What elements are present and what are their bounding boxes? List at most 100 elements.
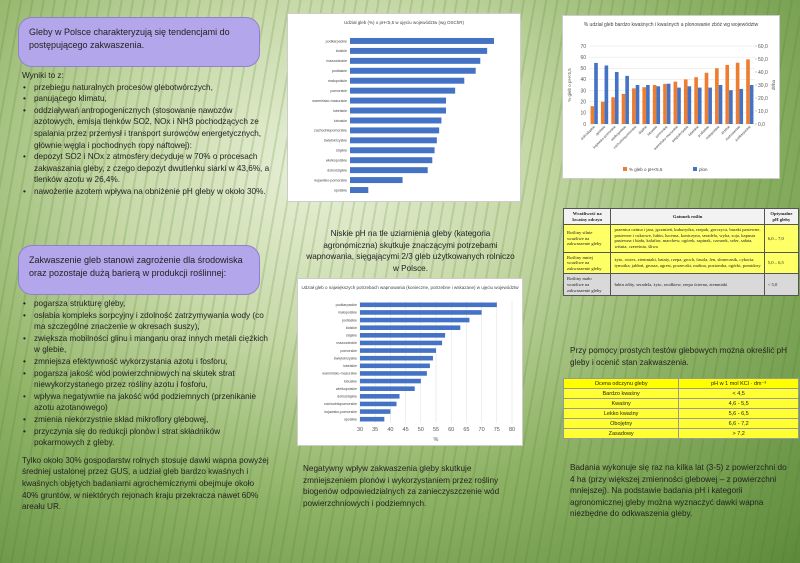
bar (600, 101, 605, 124)
header-row: Wrażliwość na kwaśny odczyn Gatunek rośli… (562, 207, 800, 226)
bar (350, 167, 428, 174)
bar (360, 394, 400, 399)
bullet: przebiegu naturalnych procesów glebotwór… (23, 82, 272, 94)
y-tick-label: małopolskie (328, 79, 347, 83)
chart: Udział gleb (%) o pH<5,5 w ujęciu wojewó… (287, 13, 521, 202)
bullet: depozyt SO2 i NOx z atmosfery decyduje w… (23, 151, 272, 186)
bullet: pogarsza jakość wód powierzchniowych na … (23, 368, 272, 391)
cell: < 4,5 (678, 388, 799, 399)
bar (614, 72, 619, 124)
cell: > 7,2 (678, 428, 799, 439)
bar (746, 59, 750, 124)
legend-swatch (623, 167, 627, 171)
y-tick-label: wielkopolskie (326, 159, 347, 163)
text: Przy pomocy prostych testów glebowych mo… (570, 346, 788, 367)
y-tick-label: łódzkie (336, 49, 347, 53)
bar (663, 83, 667, 124)
row: Rośliny mało wrażliwe na zakwaszenie gle… (562, 273, 800, 297)
row: Rośliny mniej wrażliwe na zakwaszenie gl… (562, 251, 800, 275)
legend-swatch (693, 167, 697, 171)
cell: Lekko kwaśny (562, 408, 680, 419)
bar (642, 87, 647, 124)
bar (735, 62, 740, 124)
bar (632, 88, 636, 124)
bar (725, 64, 730, 124)
row: Obojętny 6,6 - 7,2 (562, 418, 799, 429)
y2-axis-label: dt/ha (771, 80, 776, 91)
cell: Bardzo kwaśny (562, 388, 680, 399)
y-axis-label: % gleb o pH<5,5 (567, 68, 572, 102)
y-tick-label: kujawsko-pomorskie (324, 410, 357, 414)
table: Ocena odczynu gleby pH w 1 mol KCl · dm⁻³… (562, 378, 799, 439)
chart-title: % udział gleb bardzo kwaśnych i kwaśnych… (584, 22, 759, 28)
y-tick-label: 70 (580, 44, 586, 50)
bar (350, 157, 433, 164)
bar (350, 77, 465, 84)
x-tick-label: 40 (387, 427, 393, 433)
y-tick-label: dolnośląskie (327, 168, 347, 172)
y-tick-label: dolnośląskie (337, 395, 357, 399)
x-axis-label: % (434, 437, 439, 443)
y-tick-label: śląskie (336, 149, 347, 153)
cell: żyto, owies, ziemniaki, bataty, rzepa, g… (610, 251, 765, 275)
y-tick-label: 20 (580, 100, 586, 106)
y-tick-label: mazowieckie (336, 341, 357, 345)
cell: Rośliny mniej wrażliwe na zakwaszenie gl… (562, 251, 612, 275)
cell: pszenica ozima i jara, jęczmień, kukuryd… (610, 224, 765, 253)
x-tick-label: 65 (463, 427, 469, 433)
bullet: wpływa negatywnie na jakość wód podziemn… (23, 391, 272, 414)
row: Lekko kwaśny 5,6 - 6,5 (562, 408, 799, 419)
bar (360, 401, 397, 407)
bar (677, 87, 681, 124)
row: Zasadowy > 7,2 (562, 428, 799, 439)
x-tick-label: 35 (372, 427, 378, 433)
y2-tick-label: 50,0 (758, 57, 768, 63)
header-cell: Gatunek roślin (610, 207, 765, 226)
y-tick-label: wielkopolskie (336, 387, 357, 391)
y-tick-label: mazowieckie (326, 59, 347, 63)
bar (360, 355, 433, 361)
y-tick-label: 40 (580, 77, 586, 83)
row: Rośliny silnie wrażliwe na zakwaszenie g… (562, 224, 800, 253)
x-tick-label: 55 (433, 427, 439, 433)
y-tick-label: opolskie (334, 188, 347, 192)
cell: 5,0 – 6,5 (763, 251, 800, 275)
bar (604, 65, 609, 124)
bar (350, 127, 440, 134)
bar (360, 363, 430, 369)
cell: 6,0 – 7,0 (763, 224, 800, 253)
row: Kwaśny 4,6 - 5,5 (562, 398, 799, 409)
bar (694, 77, 698, 124)
bar (718, 85, 723, 124)
bullet: zmniejsza efektywność wykorzystania azot… (23, 356, 272, 368)
y-tick-label: pomorskie (330, 89, 347, 93)
bar (739, 88, 744, 124)
bar (350, 147, 435, 154)
row: Bardzo kwaśny < 4,5 (562, 388, 799, 399)
bullet: zwiększa mobilności glinu i manganu oraz… (23, 333, 272, 356)
bar (611, 97, 615, 124)
y-tick-label: świętokrzyskie (334, 356, 357, 360)
bar (350, 117, 442, 124)
cell: 5,6 - 6,5 (678, 408, 799, 419)
y-tick-label: 0 (583, 122, 586, 128)
y2-tick-label: 0,0 (758, 122, 765, 128)
chart-title: Udział gleb o największych potrzebach wa… (301, 285, 519, 290)
bullet-list: przebiegu naturalnych procesów glebotwór… (22, 82, 272, 198)
bar (350, 67, 476, 74)
x-tick-label: lubuskie (647, 125, 659, 137)
y-tick-label: świętokrzyskie (324, 139, 347, 143)
bar (687, 86, 692, 124)
bullet: zmienia niekorzystnie skład mikroflory g… (23, 414, 272, 426)
y-tick-label: zachodniopomorskie (314, 129, 347, 133)
x-tick-label: 80 (509, 427, 515, 433)
cell: Zasadowy (562, 428, 680, 439)
x-tick-label: 45 (403, 427, 409, 433)
cell: 4,6 - 5,5 (678, 398, 799, 409)
caption: Niskie pH na tle uziarnienia gleby (kate… (306, 229, 515, 273)
bar (350, 177, 403, 184)
callout-box: Gleby w Polsce charakteryzują się tenden… (18, 17, 260, 67)
y-tick-label: podlaskie (332, 69, 347, 73)
cell: Rośliny mało wrażliwe na zakwaszenie gle… (562, 273, 612, 297)
y-tick-label: podkarpackie (336, 303, 357, 307)
